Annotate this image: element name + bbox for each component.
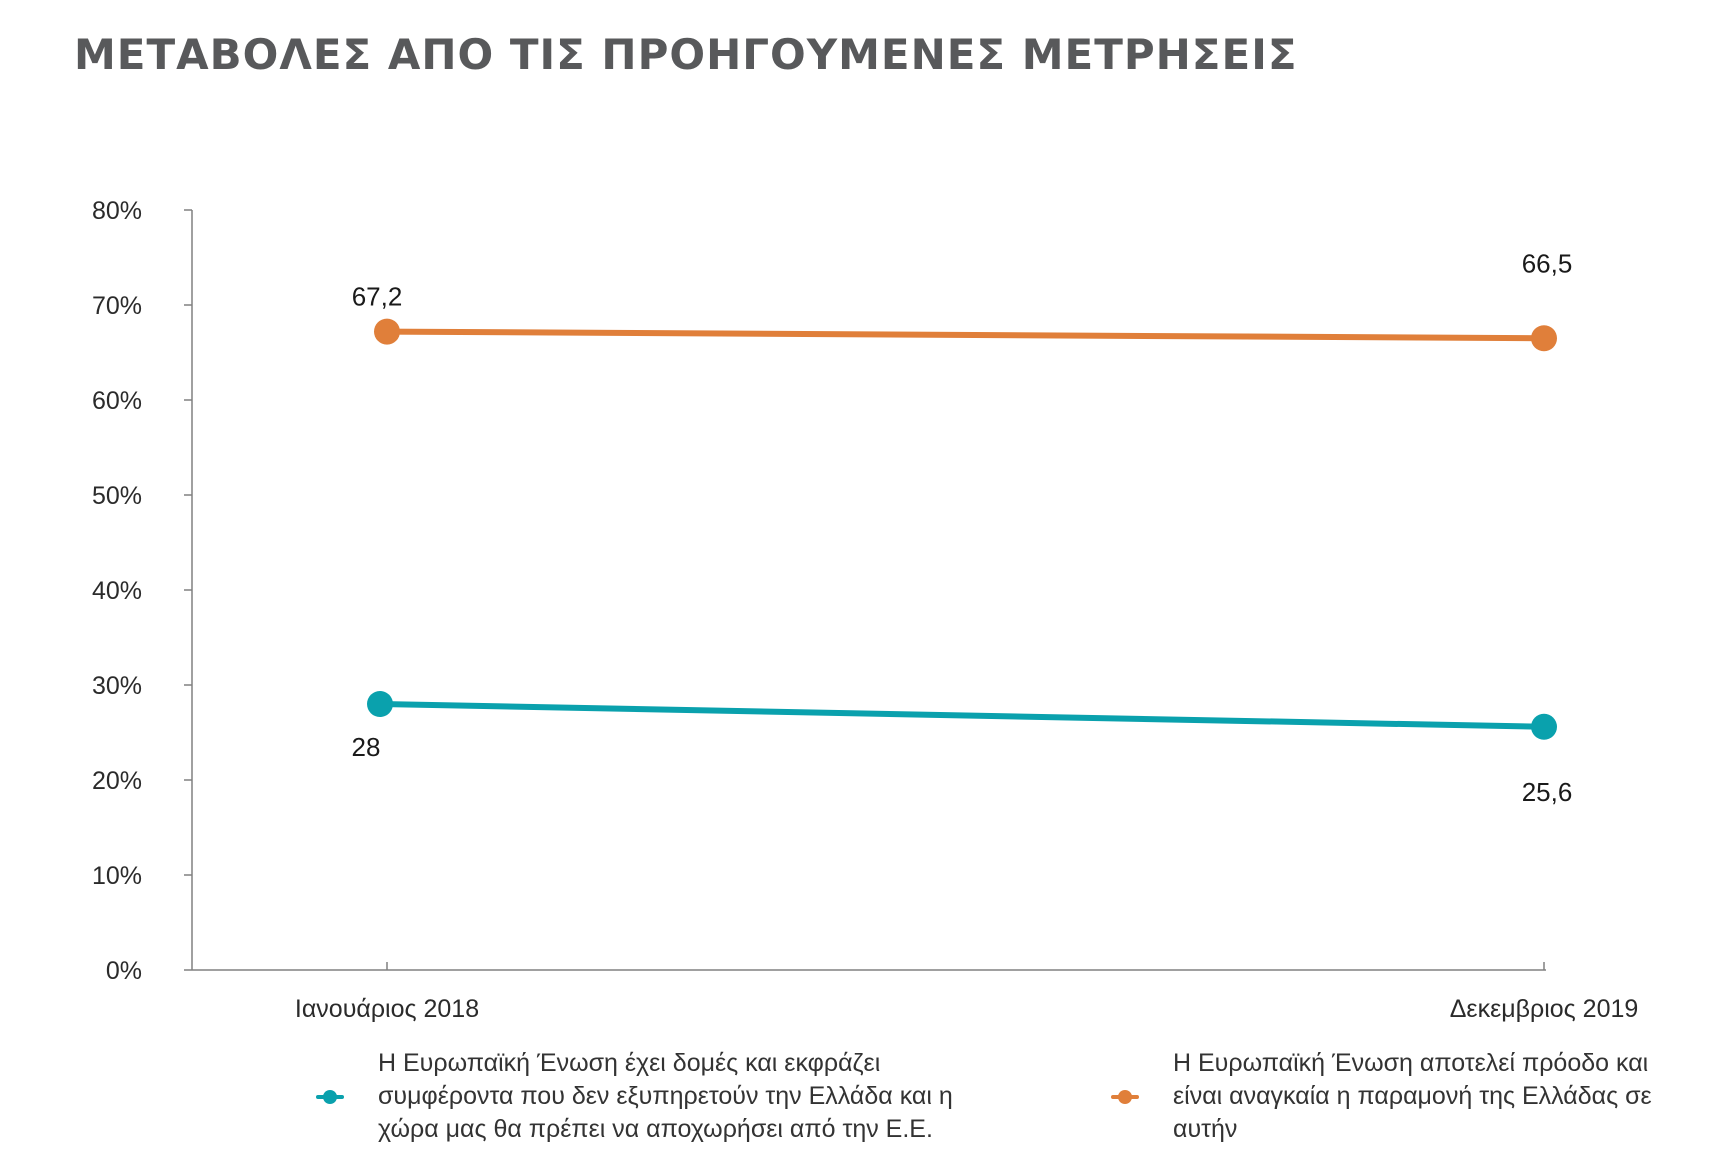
chart-data-labels: 28 25,6 67,2 66,5 — [352, 248, 1573, 807]
y-tick-label: 70% — [92, 292, 142, 320]
x-tick-label: Ιανουάριος 2018 — [295, 995, 479, 1023]
y-tick-label: 10% — [92, 862, 142, 890]
legend-item-leave-eu: Η Ευρωπαϊκή Ένωση έχει δομές και εκφράζε… — [316, 1047, 1018, 1146]
legend-swatch-teal — [316, 1087, 344, 1107]
x-tick-label: Δεκεμβριος 2019 — [1450, 995, 1639, 1023]
data-label: 66,5 — [1522, 248, 1573, 278]
y-tick-label: 40% — [92, 577, 142, 605]
data-label: 25,6 — [1522, 777, 1573, 807]
y-tick-label: 50% — [92, 482, 142, 510]
legend-item-stay-eu: Η Ευρωπαϊκή Ένωση αποτελεί πρόοδο και εί… — [1111, 1047, 1673, 1146]
chart-title: ΜΕΤΑΒΟΛΕΣ ΑΠΟ ΤΙΣ ΠΡΟΗΓΟΥΜΕΝΕΣ ΜΕΤΡΗΣΕΙΣ — [74, 30, 1298, 79]
series-line — [377, 701, 1547, 730]
chart-series — [367, 318, 1557, 740]
y-tick-label: 20% — [92, 767, 142, 795]
data-point — [1531, 713, 1557, 740]
data-point — [1531, 325, 1557, 352]
legend-label: Η Ευρωπαϊκή Ένωση έχει δομές και εκφράζε… — [378, 1049, 953, 1143]
data-label: 67,2 — [352, 282, 403, 312]
legend-swatch-orange — [1111, 1087, 1139, 1107]
series-line — [384, 328, 1547, 342]
data-point — [374, 318, 400, 345]
legend-label: Η Ευρωπαϊκή Ένωση αποτελεί πρόοδο και εί… — [1173, 1049, 1652, 1143]
data-label: 28 — [352, 732, 381, 762]
chart-axes: 0% 10% 20% 30% 40% 50% 60% 70% 80% Ιανουάριος 201… — [92, 197, 1638, 1023]
y-tick-label: 30% — [92, 672, 142, 700]
data-point — [367, 691, 393, 717]
y-tick-label: 0% — [106, 957, 142, 985]
y-tick-label: 60% — [92, 387, 142, 415]
y-tick-label: 80% — [92, 197, 142, 225]
